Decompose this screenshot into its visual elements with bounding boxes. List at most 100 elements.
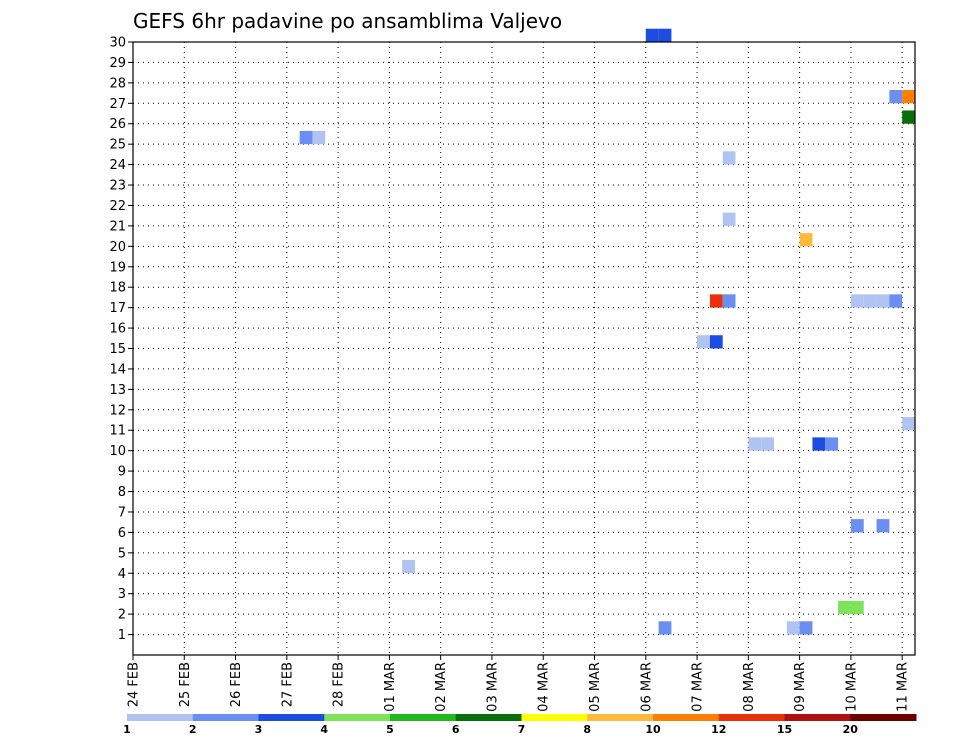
data-cell	[902, 416, 915, 431]
data-cell	[876, 519, 890, 533]
data-cell	[402, 559, 416, 574]
data-cell	[722, 294, 736, 308]
data-cell	[902, 90, 915, 104]
colorbar-label: 10	[645, 723, 661, 736]
y-tick-label: 15	[109, 342, 126, 357]
y-tick-label: 6	[118, 526, 126, 541]
y-tick-label: 9	[118, 465, 126, 480]
y-axis: 1234567891011121314151617181920212223242…	[109, 36, 133, 643]
y-tick-label: 29	[109, 56, 126, 71]
y-tick-label: 25	[109, 138, 126, 153]
colorbar-segment	[587, 714, 654, 721]
data-cell	[812, 437, 826, 451]
data-cell	[838, 600, 851, 615]
data-cell	[850, 600, 864, 615]
y-tick-label: 23	[109, 179, 126, 194]
x-tick-label: 10 MAR	[844, 662, 859, 712]
colorbar-label: 6	[452, 723, 460, 736]
colorbar-label: 7	[518, 723, 526, 736]
data-cell	[299, 130, 313, 145]
y-tick-label: 21	[109, 219, 126, 234]
x-tick-label: 08 MAR	[742, 662, 757, 712]
y-tick-label: 17	[109, 301, 126, 316]
data-cell	[722, 212, 736, 226]
data-cell	[697, 335, 710, 349]
data-cell	[799, 233, 813, 247]
x-tick-label: 11 MAR	[896, 662, 911, 712]
data-cell	[709, 335, 723, 349]
colorbar-label: 8	[583, 723, 591, 736]
data-cell	[889, 294, 903, 308]
x-tick-label: 27 FEB	[280, 662, 295, 707]
y-tick-label: 5	[118, 546, 126, 561]
y-tick-label: 2	[118, 608, 126, 623]
data-cell	[658, 621, 672, 635]
y-tick-label: 18	[109, 281, 126, 296]
colorbar-segment	[192, 714, 259, 721]
colorbar-label: 2	[189, 723, 197, 736]
x-tick-label: 25 FEB	[178, 662, 193, 707]
data-cell	[799, 621, 813, 635]
data-cell	[850, 519, 864, 533]
data-cell	[902, 110, 915, 124]
data-cell	[761, 437, 774, 451]
data-cell	[312, 130, 326, 145]
data-cell	[786, 621, 800, 635]
data-cell	[722, 151, 736, 165]
colorbar-label: 20	[843, 723, 859, 736]
data-cell	[658, 28, 672, 42]
x-tick-label: 05 MAR	[588, 662, 603, 712]
colorbar-label: 12	[711, 723, 726, 736]
colorbar-segment	[653, 714, 720, 721]
y-tick-label: 27	[109, 97, 126, 112]
x-tick-label: 07 MAR	[691, 662, 706, 712]
y-tick-label: 26	[109, 117, 126, 132]
y-tick-label: 30	[109, 36, 126, 51]
colorbar-segment	[850, 714, 917, 721]
y-tick-label: 20	[109, 240, 126, 255]
data-cell	[876, 294, 890, 308]
y-tick-label: 11	[109, 424, 126, 439]
colorbar-segment	[127, 714, 194, 721]
x-tick-label: 02 MAR	[434, 662, 449, 712]
x-tick-label: 24 FEB	[127, 662, 142, 707]
colorbar-label: 3	[255, 723, 263, 736]
x-tick-label: 06 MAR	[639, 662, 654, 712]
y-tick-label: 22	[109, 199, 126, 214]
y-tick-label: 10	[109, 444, 126, 459]
chart-title: GEFS 6hr padavine po ansamblima Valjevo	[133, 9, 562, 33]
y-tick-label: 4	[118, 567, 126, 582]
x-tick-label: 01 MAR	[383, 662, 398, 712]
y-tick-label: 13	[109, 383, 126, 398]
colorbar-segment	[390, 714, 457, 721]
data-cell	[825, 437, 839, 451]
y-tick-label: 8	[118, 485, 126, 500]
x-axis: 24 FEB 25 FEB 26 FEB 27 FEB 28 FEB 01 MAR 02 M…	[127, 655, 911, 712]
colorbar-segment	[324, 714, 391, 721]
y-tick-label: 19	[109, 260, 126, 275]
colorbar-label: 15	[777, 723, 792, 736]
data-cells	[299, 28, 915, 635]
x-tick-label: 03 MAR	[485, 662, 500, 712]
colorbar: 1 2 3 4 5 6 7 8 10 12 15 20	[123, 714, 917, 736]
y-tick-label: 1	[118, 628, 126, 643]
x-tick-label: 04 MAR	[537, 662, 552, 712]
y-tick-label: 3	[118, 587, 126, 602]
grid-lines	[133, 42, 915, 655]
y-tick-label: 28	[109, 76, 126, 91]
colorbar-segment	[784, 714, 851, 721]
y-tick-label: 12	[109, 403, 126, 418]
x-tick-label: 28 FEB	[332, 662, 347, 707]
y-tick-label: 14	[109, 362, 126, 377]
colorbar-segment	[258, 714, 325, 721]
x-tick-label: 26 FEB	[229, 662, 244, 707]
data-cell	[709, 294, 723, 308]
data-cell	[863, 294, 877, 308]
colorbar-label: 1	[123, 723, 131, 736]
colorbar-segment	[521, 714, 588, 721]
data-cell	[748, 437, 762, 451]
colorbar-label: 5	[386, 723, 394, 736]
colorbar-label: 4	[320, 723, 328, 736]
x-tick-label: 09 MAR	[793, 662, 808, 712]
